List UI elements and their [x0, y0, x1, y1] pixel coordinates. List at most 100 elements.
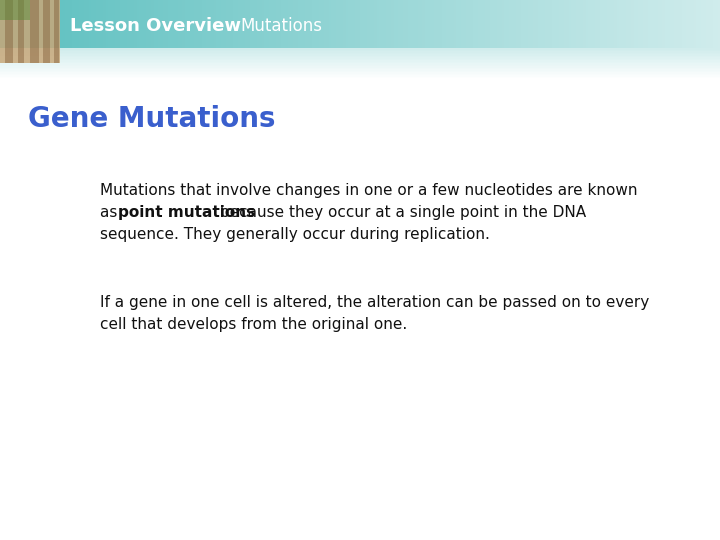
Bar — [257, 0, 260, 48]
Bar — [545, 0, 548, 48]
Bar — [30, 0, 39, 63]
Bar — [346, 0, 349, 48]
Bar — [135, 0, 138, 48]
Bar — [492, 0, 495, 48]
Bar — [499, 0, 503, 48]
Bar — [410, 0, 414, 48]
Bar — [684, 0, 688, 48]
Bar — [535, 0, 539, 48]
Bar — [45, 0, 49, 48]
Bar — [153, 0, 157, 48]
Bar — [497, 0, 500, 48]
Bar — [130, 0, 133, 48]
Bar — [185, 0, 188, 48]
Bar — [22, 0, 25, 48]
Bar — [672, 0, 675, 48]
Bar — [108, 0, 112, 48]
Bar — [509, 0, 512, 48]
Bar — [456, 0, 459, 48]
Bar — [562, 0, 565, 48]
Bar — [439, 0, 443, 48]
Bar — [526, 0, 529, 48]
Bar — [374, 0, 378, 48]
Bar — [711, 0, 714, 48]
Bar — [0, 71, 720, 72]
Bar — [0, 63, 720, 64]
Text: cell that develops from the original one.: cell that develops from the original one… — [100, 317, 408, 332]
Bar — [0, 64, 720, 66]
Text: because they occur at a single point in the DNA: because they occur at a single point in … — [215, 205, 586, 220]
Bar — [0, 68, 720, 69]
Bar — [437, 0, 440, 48]
Bar — [223, 0, 227, 48]
Bar — [427, 0, 431, 48]
Bar — [101, 0, 104, 48]
Bar — [202, 0, 205, 48]
Bar — [480, 0, 483, 48]
Bar — [286, 0, 289, 48]
Bar — [444, 0, 447, 48]
Bar — [204, 0, 207, 48]
Bar — [473, 0, 476, 48]
Bar — [264, 0, 267, 48]
Bar — [0, 75, 720, 77]
Bar — [18, 0, 24, 63]
Bar — [247, 0, 251, 48]
Bar — [216, 0, 220, 48]
Bar — [19, 0, 22, 48]
Bar — [430, 0, 433, 48]
Bar — [542, 0, 546, 48]
Bar — [326, 0, 330, 48]
Bar — [468, 0, 472, 48]
Bar — [261, 0, 265, 48]
Bar — [595, 0, 598, 48]
Bar — [295, 0, 299, 48]
Bar — [173, 0, 176, 48]
Bar — [369, 0, 373, 48]
Bar — [149, 0, 152, 48]
Bar — [441, 0, 445, 48]
Bar — [243, 0, 246, 48]
Bar — [408, 0, 411, 48]
Bar — [302, 0, 306, 48]
Bar — [418, 0, 421, 48]
Bar — [398, 0, 402, 48]
Bar — [583, 0, 587, 48]
Bar — [650, 0, 654, 48]
Bar — [521, 0, 524, 48]
Bar — [477, 0, 481, 48]
Text: as: as — [100, 205, 122, 220]
Text: Mutations that involve changes in one or a few nucleotides are known: Mutations that involve changes in one or… — [100, 183, 637, 198]
Bar — [17, 0, 20, 48]
Bar — [715, 0, 719, 48]
Bar — [682, 0, 685, 48]
Bar — [151, 0, 155, 48]
Bar — [0, 52, 720, 54]
Bar — [564, 0, 567, 48]
Bar — [533, 0, 536, 48]
Bar — [610, 0, 613, 48]
Bar — [175, 0, 179, 48]
Bar — [372, 0, 375, 48]
Bar — [576, 0, 580, 48]
Bar — [117, 0, 121, 48]
Bar — [470, 0, 474, 48]
Bar — [5, 0, 8, 48]
Bar — [14, 0, 18, 48]
Bar — [552, 0, 555, 48]
Bar — [218, 0, 222, 48]
Bar — [384, 0, 387, 48]
Text: sequence. They generally occur during replication.: sequence. They generally occur during re… — [100, 227, 490, 242]
Bar — [99, 0, 102, 48]
Bar — [391, 0, 395, 48]
Bar — [454, 0, 457, 48]
Bar — [598, 0, 601, 48]
Bar — [343, 0, 346, 48]
Bar — [310, 0, 313, 48]
Bar — [634, 0, 637, 48]
Bar — [394, 0, 397, 48]
Bar — [293, 0, 296, 48]
Bar — [0, 0, 4, 48]
Bar — [199, 0, 202, 48]
Bar — [67, 0, 71, 48]
